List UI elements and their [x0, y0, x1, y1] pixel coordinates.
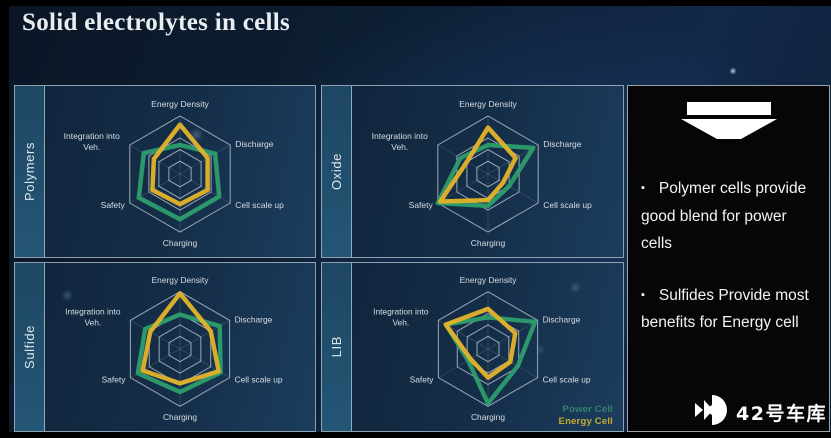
- axis-label: Cell scale up: [543, 200, 592, 210]
- series-power-cell: [435, 142, 535, 208]
- axis-label: Discharge: [235, 139, 274, 149]
- axis-label: Discharge: [543, 139, 582, 149]
- bullet-item: Polymer cells provide good blend for pow…: [641, 175, 816, 258]
- axis-label: Safety: [409, 375, 434, 385]
- axis-label: Energy Density: [151, 99, 209, 109]
- axis-label: Safety: [101, 200, 126, 210]
- axis-label: Energy Density: [152, 275, 210, 285]
- panel-sulfide: Sulfide Energy Density Discharge Cell scal…: [14, 262, 316, 432]
- axis-label: Integration into Veh.: [371, 131, 428, 152]
- grid-ring: [475, 160, 500, 187]
- bullet-item: Sulfides Provide most benefits for Energ…: [641, 282, 816, 337]
- funnel-icon: [628, 99, 829, 143]
- axis-label: Charging: [470, 238, 505, 248]
- grid-ring: [436, 114, 539, 233]
- grid-ring: [455, 136, 520, 211]
- series-energy-cell: [150, 121, 210, 206]
- grid-ring: [158, 148, 202, 199]
- bullet-list: Polymer cells provide good blend for pow…: [628, 175, 829, 337]
- grid-ring: [129, 291, 231, 407]
- grid-ring: [466, 324, 509, 374]
- grid-ring: [476, 335, 499, 363]
- panel-lib: LIB Energy Density Discharge Cell scale up…: [321, 262, 624, 432]
- grid-ring: [456, 312, 519, 386]
- axis-spoke: [487, 348, 538, 379]
- grid-ring: [129, 114, 231, 233]
- axis-spoke: [437, 144, 488, 174]
- axis-label: Energy Density: [459, 99, 517, 109]
- page-title: Solid electrolytes in cells: [22, 9, 291, 36]
- axis-spoke: [179, 144, 231, 174]
- axis-spoke: [130, 319, 181, 350]
- panel-label: LIB: [329, 336, 344, 358]
- axis-label: Discharge: [542, 314, 580, 324]
- grid-ring: [158, 324, 202, 374]
- series-power-cell: [136, 142, 222, 221]
- bullet-icon: [641, 287, 659, 304]
- panel-label: Oxide: [329, 153, 344, 190]
- legend-energy-label: Energy Cell: [558, 416, 613, 427]
- panel-label-strip: Polymers: [15, 86, 45, 257]
- bullet-text: Polymer cells provide good blend for pow…: [641, 180, 807, 253]
- series-energy-cell: [140, 291, 221, 386]
- axis-label: Cell scale up: [235, 200, 284, 210]
- axis-label: Safety: [408, 200, 433, 210]
- axis-spoke: [437, 173, 488, 203]
- axis-spoke: [437, 348, 488, 379]
- chart-area: Energy Density Discharge Cell scale up Char…: [352, 86, 623, 257]
- grid-ring: [437, 291, 538, 407]
- panel-label-strip: Sulfide: [15, 263, 45, 431]
- chart-legend: Power Cell Energy Cell: [559, 404, 613, 428]
- grid-ring: [148, 136, 212, 211]
- legend-power-label: Power Cell: [562, 404, 613, 415]
- panel-oxide: Oxide Energy Density Discharge Cell scale …: [321, 85, 624, 258]
- axis-label: Integration into Veh.: [65, 306, 121, 327]
- 42garage-logo-icon: [695, 394, 728, 431]
- grid-ring: [168, 160, 192, 187]
- axis-label: Charging: [471, 412, 505, 422]
- panel-label: Polymers: [22, 142, 37, 201]
- key-takeaways-panel: Polymer cells provide good blend for pow…: [627, 85, 830, 432]
- axis-label: Cell scale up: [542, 375, 590, 385]
- chart-area: Energy Density Discharge Cell scale up Char…: [45, 263, 315, 431]
- axis-label: Discharge: [235, 314, 273, 324]
- axis-label: Charging: [163, 412, 197, 422]
- axis-label: Safety: [102, 375, 127, 385]
- panel-label-strip: LIB: [322, 263, 352, 431]
- bullet-text: Sulfides Provide most benefits for Energ…: [641, 286, 809, 332]
- watermark: 42号车库: [695, 394, 827, 431]
- axis-spoke: [487, 173, 538, 203]
- watermark-text: 42号车库: [736, 403, 827, 425]
- radar-chart-lib: Energy Density Discharge Cell scale up Char…: [373, 275, 591, 422]
- axis-label: Energy Density: [459, 275, 517, 285]
- panel-label-strip: Oxide: [322, 86, 352, 257]
- axis-spoke: [179, 173, 231, 203]
- panel-label: Sulfide: [22, 325, 37, 369]
- panel-polymers: Polymers Energy Density Discharge Cell sca…: [14, 85, 316, 258]
- series-energy-cell: [443, 306, 517, 380]
- bullet-icon: [641, 180, 659, 197]
- axis-label: Integration into Veh.: [373, 306, 429, 327]
- radar-chart-oxide: Energy Density Discharge Cell scale up Char…: [371, 99, 592, 248]
- chart-area: Energy Density Discharge Cell scale up Char…: [45, 86, 315, 257]
- radar-chart-sulfide: Energy Density Discharge Cell scale up Char…: [65, 275, 283, 422]
- series-energy-cell: [437, 124, 518, 204]
- axis-label: Charging: [163, 238, 198, 248]
- axis-label: Integration into Veh.: [64, 131, 121, 152]
- axis-label: Cell scale up: [235, 375, 283, 385]
- series-power-cell: [135, 312, 223, 395]
- chart-area: Energy Density Discharge Cell scale up Char…: [352, 263, 623, 431]
- radar-chart-polymers: Energy Density Discharge Cell scale up Char…: [64, 99, 285, 248]
- grid-ring: [168, 335, 192, 363]
